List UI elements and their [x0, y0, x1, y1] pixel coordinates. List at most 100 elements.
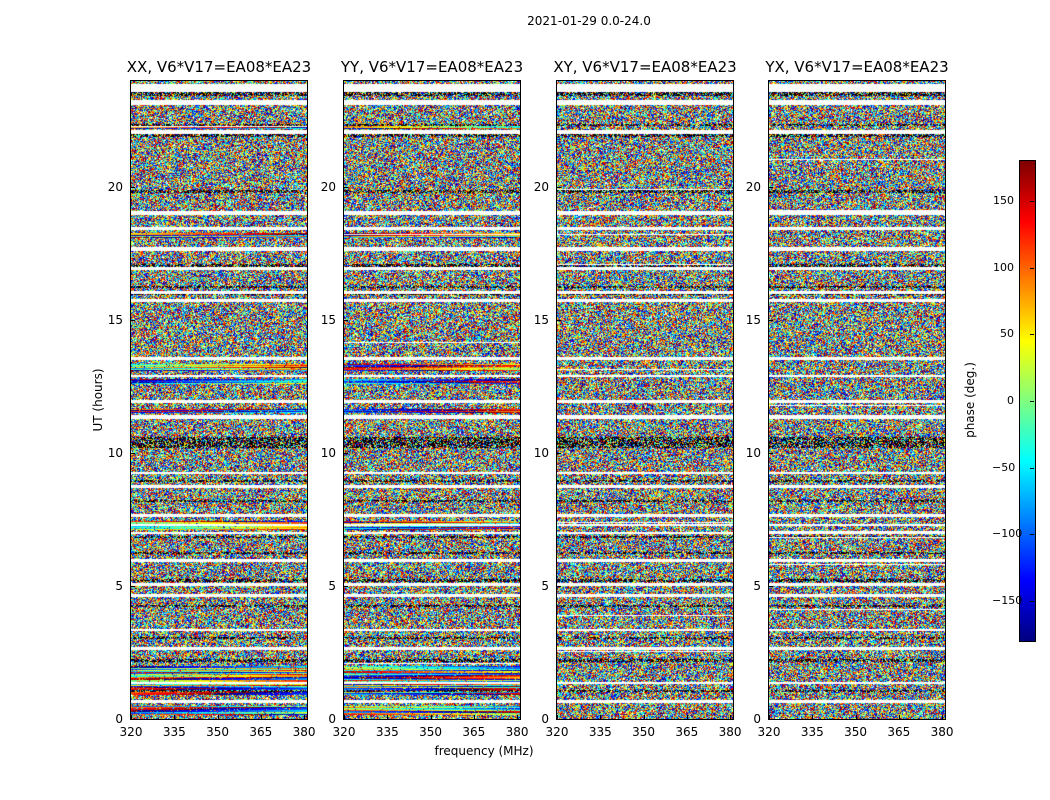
ytick-yx-15: [769, 320, 773, 322]
xtick-yy-320: [344, 715, 345, 719]
xtick-xx-350: [217, 715, 219, 719]
ytick-label-yx-20: 20: [745, 180, 761, 195]
ytick-yx-5: [769, 586, 773, 588]
xtick-xx-365: [260, 715, 262, 719]
ytick-label-yy-20: 20: [320, 180, 336, 195]
colorbar-tick-label-3: 0: [1007, 394, 1014, 407]
ytick-label-xy-10: 10: [533, 446, 549, 461]
ytick-label-xx-15: 15: [107, 313, 123, 328]
colorbar-tick-label-0: 150: [993, 194, 1014, 207]
colorbar-tick-label-2: 50: [1000, 327, 1014, 341]
xtick-xy-380: [730, 715, 732, 719]
xtick-label-yy-380: 380: [505, 725, 529, 739]
heatmap-xx: [130, 80, 308, 720]
colorbar-tick-label-5: −100: [992, 527, 1023, 541]
xtick-label-xx-335: 335: [162, 725, 186, 739]
ytick-xy-10: [557, 453, 561, 455]
colorbar-tick-label-6: −150: [992, 594, 1023, 607]
ytick-xx-20: [131, 187, 135, 189]
ytick-yy-0: [344, 719, 348, 720]
xtick-xy-365: [686, 715, 688, 719]
ytick-label-xx-10: 10: [107, 446, 123, 461]
xtick-yy-380: [517, 715, 519, 719]
panel-title-yx: YX, V6*V17=EA08*EA23: [765, 58, 949, 76]
xtick-yx-380: [942, 715, 944, 719]
xtick-label-xy-365: 365: [675, 725, 699, 739]
panel-title-xy: XY, V6*V17=EA08*EA23: [553, 58, 737, 76]
xtick-yy-365: [473, 715, 475, 719]
xtick-label-yy-335: 335: [375, 725, 399, 739]
ytick-label-yy-5: 5: [328, 579, 336, 594]
xtick-yx-350: [855, 715, 857, 719]
xtick-label-yx-380: 380: [930, 725, 954, 739]
ytick-xy-5: [557, 586, 561, 588]
ytick-yx-10: [769, 453, 773, 455]
ytick-xy-20: [557, 187, 561, 189]
panel-title-xx: XX, V6*V17=EA08*EA23: [126, 58, 312, 76]
ytick-label-xy-15: 15: [533, 313, 549, 328]
xtick-label-xx-320: 320: [119, 725, 143, 739]
ytick-xy-0: [557, 719, 561, 720]
heatmap-xy: [556, 80, 734, 720]
ytick-label-xx-0: 0: [115, 712, 123, 726]
panel-title-yy: YY, V6*V17=EA08*EA23: [340, 58, 524, 76]
ytick-label-yy-0: 0: [328, 712, 336, 726]
xtick-label-xy-350: 350: [632, 725, 655, 739]
panel-xy: XY, V6*V17=EA08*EA23: [553, 58, 737, 720]
ytick-label-xy-0: 0: [541, 712, 549, 726]
colorbar-tick-5: [1030, 534, 1034, 536]
colorbar-tick-label-4: −50: [992, 460, 1016, 474]
ytick-xx-10: [131, 453, 135, 455]
colorbar-tick-4: [1030, 467, 1034, 469]
ytick-xx-15: [131, 320, 135, 322]
ytick-label-yx-10: 10: [745, 446, 761, 461]
panel-xx: XX, V6*V17=EA08*EA23: [127, 58, 311, 720]
ytick-label-yy-10: 10: [320, 446, 336, 461]
xtick-label-yx-365: 365: [887, 725, 911, 739]
colorbar-tick-3: [1030, 401, 1034, 402]
x-axis-label: frequency (MHz): [434, 744, 534, 758]
ytick-yy-15: [344, 320, 348, 322]
xtick-xx-320: [131, 715, 132, 719]
xtick-label-yx-350: 350: [844, 725, 867, 739]
xtick-xx-380: [304, 715, 306, 719]
figure-title: 2021-01-29 0.0-24.0: [527, 14, 651, 28]
ytick-xx-5: [131, 586, 135, 588]
xtick-xy-320: [557, 715, 558, 719]
ytick-label-xy-5: 5: [541, 579, 549, 594]
xtick-label-yx-335: 335: [800, 725, 824, 739]
colorbar-tick-6: [1030, 601, 1034, 602]
ytick-xx-0: [131, 719, 135, 720]
ytick-xy-15: [557, 320, 561, 322]
colorbar-label: phase (deg.): [963, 362, 977, 438]
ytick-yx-0: [769, 719, 773, 720]
panel-yy: YY, V6*V17=EA08*EA23: [341, 58, 523, 720]
ytick-label-xx-5: 5: [115, 579, 123, 594]
ytick-label-yx-0: 0: [753, 712, 761, 726]
xtick-label-xy-380: 380: [718, 725, 742, 739]
heatmap-yy: [343, 80, 521, 720]
xtick-xy-335: [600, 715, 602, 719]
xtick-label-yx-320: 320: [757, 725, 781, 739]
colorbar-tick-1: [1030, 267, 1034, 269]
ytick-yy-10: [344, 453, 348, 455]
ytick-yy-20: [344, 187, 348, 189]
xtick-label-yy-365: 365: [462, 725, 486, 739]
xtick-label-xx-380: 380: [292, 725, 316, 739]
xtick-yy-335: [387, 715, 389, 719]
colorbar-tick-2: [1030, 334, 1034, 336]
xtick-yy-350: [430, 715, 432, 719]
ytick-label-yx-15: 15: [745, 313, 761, 328]
heatmap-yx: [768, 80, 946, 720]
ytick-label-xy-20: 20: [533, 180, 549, 195]
colorbar-tick-label-1: 100: [993, 260, 1014, 274]
xtick-yx-335: [812, 715, 814, 719]
ytick-label-yx-5: 5: [753, 579, 761, 594]
xtick-xy-350: [643, 715, 645, 719]
ytick-label-xx-20: 20: [107, 180, 123, 195]
panel-yx: YX, V6*V17=EA08*EA23: [765, 58, 949, 720]
ytick-yy-5: [344, 586, 348, 588]
xtick-yx-320: [769, 715, 770, 719]
xtick-label-xx-365: 365: [249, 725, 273, 739]
xtick-label-xx-350: 350: [206, 725, 229, 739]
